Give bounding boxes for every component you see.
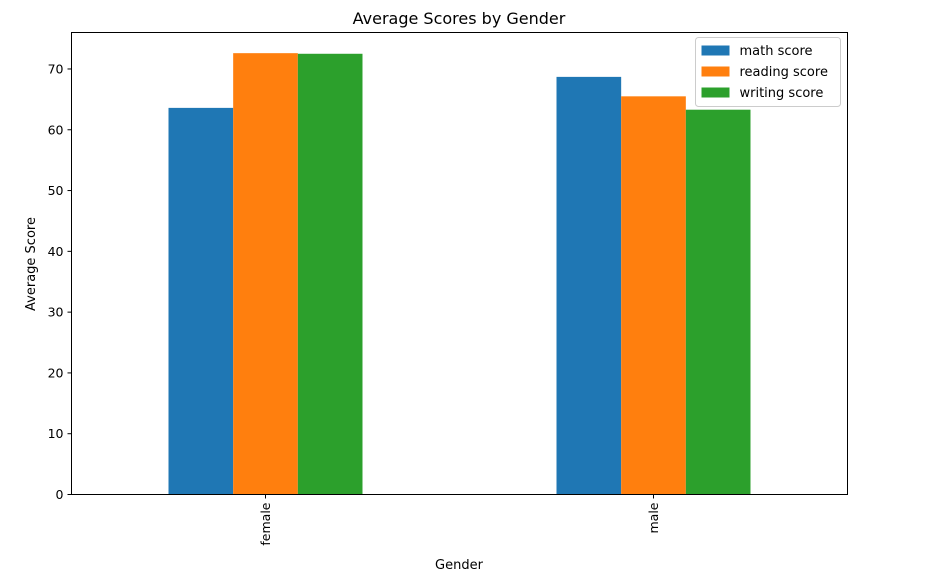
x-axis-ticks: female male [258, 494, 661, 546]
legend-swatch [701, 66, 730, 77]
plot-frame [71, 32, 848, 495]
y-tick-label: 20 [48, 365, 64, 380]
legend-label: reading score [740, 65, 828, 80]
x-tick-label: male [646, 502, 661, 533]
x-tick-label: female [258, 502, 273, 545]
bar-reading-score-female [233, 53, 298, 495]
chart-title: Average Scores by Gender [353, 9, 566, 28]
y-axis-ticks: 0 10 20 30 40 50 60 70 [48, 61, 72, 502]
y-tick-label: 50 [48, 183, 64, 198]
y-axis-label: Average Score [24, 217, 39, 311]
y-tick-label: 60 [48, 122, 64, 137]
bar-math-score-female [168, 107, 234, 495]
bar-writing-score-female [297, 53, 363, 495]
legend-frame [695, 37, 841, 107]
bar-writing-score-male [685, 109, 751, 495]
legend-swatch [701, 45, 730, 56]
y-tick-label: 0 [56, 487, 64, 502]
bars-group [168, 53, 751, 495]
y-tick-label: 70 [48, 61, 64, 76]
bar-math-score-male [556, 76, 622, 495]
legend-label: math score [740, 44, 813, 59]
bar-reading-score-male [621, 96, 686, 495]
legend-label: writing score [740, 86, 824, 101]
y-tick-label: 30 [48, 305, 64, 320]
y-tick-label: 40 [48, 244, 64, 259]
y-tick-label: 10 [48, 426, 64, 441]
x-axis-label: Gender [435, 558, 484, 573]
legend: math score reading score writing score [695, 37, 841, 107]
legend-swatch [701, 87, 730, 98]
